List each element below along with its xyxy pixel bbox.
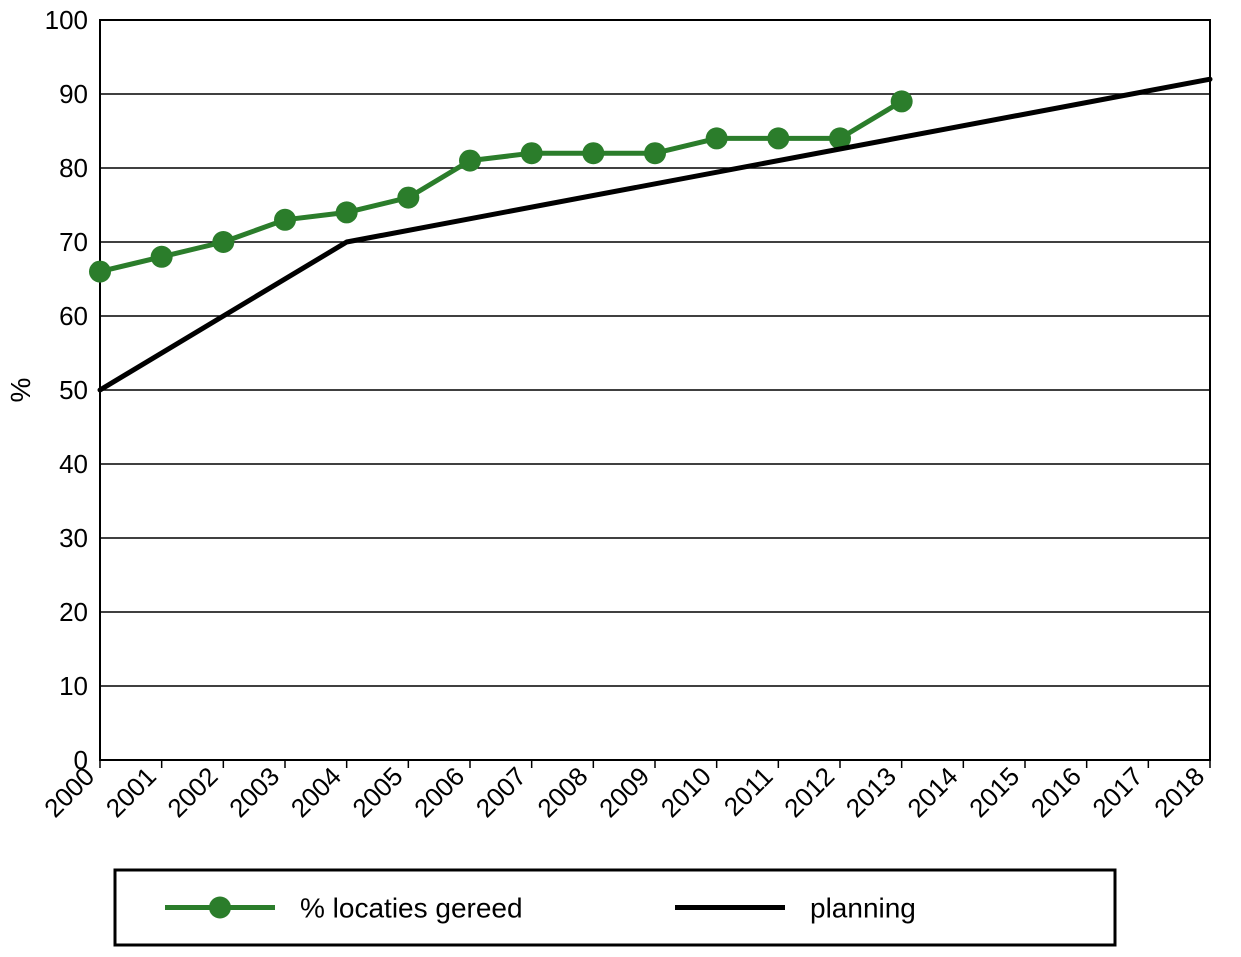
legend-label: planning <box>810 893 916 924</box>
y-tick-label: 90 <box>59 79 88 109</box>
y-tick-label: 70 <box>59 227 88 257</box>
series-marker <box>891 90 913 112</box>
series-marker <box>706 127 728 149</box>
legend-sample-marker <box>209 897 231 919</box>
y-tick-label: 60 <box>59 301 88 331</box>
series-marker <box>767 127 789 149</box>
series-marker <box>89 261 111 283</box>
y-tick-label: 30 <box>59 523 88 553</box>
series-marker <box>212 231 234 253</box>
y-tick-label: 100 <box>45 5 88 35</box>
series-marker <box>274 209 296 231</box>
series-marker <box>459 150 481 172</box>
series-marker <box>151 246 173 268</box>
series-marker <box>582 142 604 164</box>
series-marker <box>644 142 666 164</box>
series-marker <box>521 142 543 164</box>
y-axis-label: % <box>5 378 36 403</box>
series-marker <box>397 187 419 209</box>
line-chart: 0102030405060708090100200020012002200320… <box>0 0 1241 957</box>
y-tick-label: 20 <box>59 597 88 627</box>
chart-svg: 0102030405060708090100200020012002200320… <box>0 0 1241 957</box>
y-tick-label: 10 <box>59 671 88 701</box>
legend-label: % locaties gereed <box>300 893 523 924</box>
y-tick-label: 40 <box>59 449 88 479</box>
y-tick-label: 80 <box>59 153 88 183</box>
y-tick-label: 50 <box>59 375 88 405</box>
series-marker <box>336 201 358 223</box>
